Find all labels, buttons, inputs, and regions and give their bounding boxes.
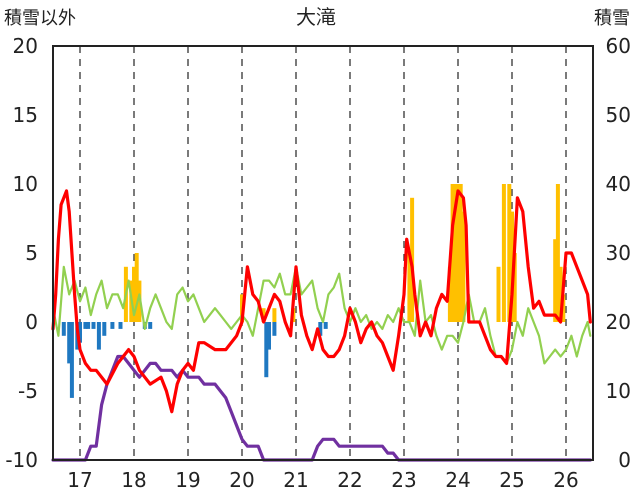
x-tick-label: 25 <box>499 468 524 492</box>
precip-bar-6 <box>261 308 266 322</box>
precip-bar-2 <box>132 266 136 322</box>
chart-title: 大滝 <box>296 5 336 29</box>
precip-bar-7 <box>272 308 277 322</box>
snow-change-bar-16 <box>272 322 277 336</box>
snow-change-bar-10 <box>110 322 115 329</box>
precip-bar-21 <box>512 253 517 322</box>
left-tick-label: -5 <box>18 379 38 403</box>
precip-bar-12 <box>450 184 455 322</box>
right-tick-label: 50 <box>606 103 631 127</box>
snow-change-bar-1 <box>67 322 72 364</box>
left-tick-label: 10 <box>13 172 38 196</box>
precip-bar-14 <box>456 184 460 322</box>
precip-bar-16 <box>461 211 466 322</box>
snow-depth-line <box>51 354 592 462</box>
temperature-line <box>51 189 592 414</box>
right-tick-label: 30 <box>606 241 631 265</box>
left-tick-label: -10 <box>5 448 38 472</box>
snow-change-bar-0 <box>61 322 66 336</box>
grid-lines <box>79 46 567 460</box>
x-tick-label: 24 <box>445 468 470 492</box>
left-tick-label: 5 <box>25 241 38 265</box>
left-axis-label: 積雪以外 <box>4 8 76 29</box>
precip-bar-9 <box>407 253 412 322</box>
tick-labels: -10 -5 0 5 10 15 20 0 10 20 30 40 50 60 17 18 19 20 21 22 23… <box>5 34 631 492</box>
snow-change-bar-5 <box>83 322 88 329</box>
snow-change-bar-6 <box>86 322 91 329</box>
right-axis-label: 積雪 <box>594 8 630 29</box>
snow-change-bar-7 <box>91 322 96 329</box>
x-tick-label: 20 <box>229 468 254 492</box>
snow-change-bar-2 <box>69 322 74 398</box>
x-tick-label: 21 <box>283 468 308 492</box>
left-tick-label: 0 <box>25 310 38 334</box>
right-tick-label: 60 <box>606 34 631 58</box>
precip-bar-23 <box>555 184 560 322</box>
x-tick-label: 22 <box>337 468 362 492</box>
line-series <box>51 189 592 462</box>
precip-bar-3 <box>134 253 139 322</box>
x-tick-label: 17 <box>67 468 92 492</box>
snow-change-bar-15 <box>267 322 271 350</box>
right-tick-label: 20 <box>606 310 631 334</box>
x-tick-label: 23 <box>391 468 416 492</box>
left-tick-label: 15 <box>13 103 38 127</box>
precip-bar-18 <box>501 184 506 322</box>
snow-change-bar-17 <box>318 322 323 336</box>
snow-change-bar-8 <box>96 322 101 350</box>
right-tick-label: 0 <box>618 448 631 472</box>
precip-bar-13 <box>453 184 458 322</box>
right-tick-label: 10 <box>606 379 631 403</box>
snow-change-bar-9 <box>102 322 107 336</box>
x-tick-label: 26 <box>553 468 578 492</box>
snow-change-bar-13 <box>148 322 153 329</box>
precip-bar-17 <box>496 266 501 322</box>
snow-change-bar-4 <box>78 322 82 343</box>
left-tick-label: 20 <box>13 34 38 58</box>
precip-bar-11 <box>447 266 452 322</box>
right-tick-label: 40 <box>606 172 631 196</box>
precip-bar-25 <box>561 294 566 322</box>
precip-bar-15 <box>458 184 463 322</box>
snow-change-bar-18 <box>323 322 328 329</box>
precip-bar-19 <box>507 184 512 322</box>
precip-bar-22 <box>553 239 558 322</box>
snow-change-bar-11 <box>118 322 123 329</box>
plot-frame <box>52 45 594 461</box>
precip-bar-24 <box>558 266 563 322</box>
snow-change-bar-14 <box>264 322 269 378</box>
x-tick-label: 18 <box>121 468 146 492</box>
x-tick-label: 19 <box>175 468 200 492</box>
